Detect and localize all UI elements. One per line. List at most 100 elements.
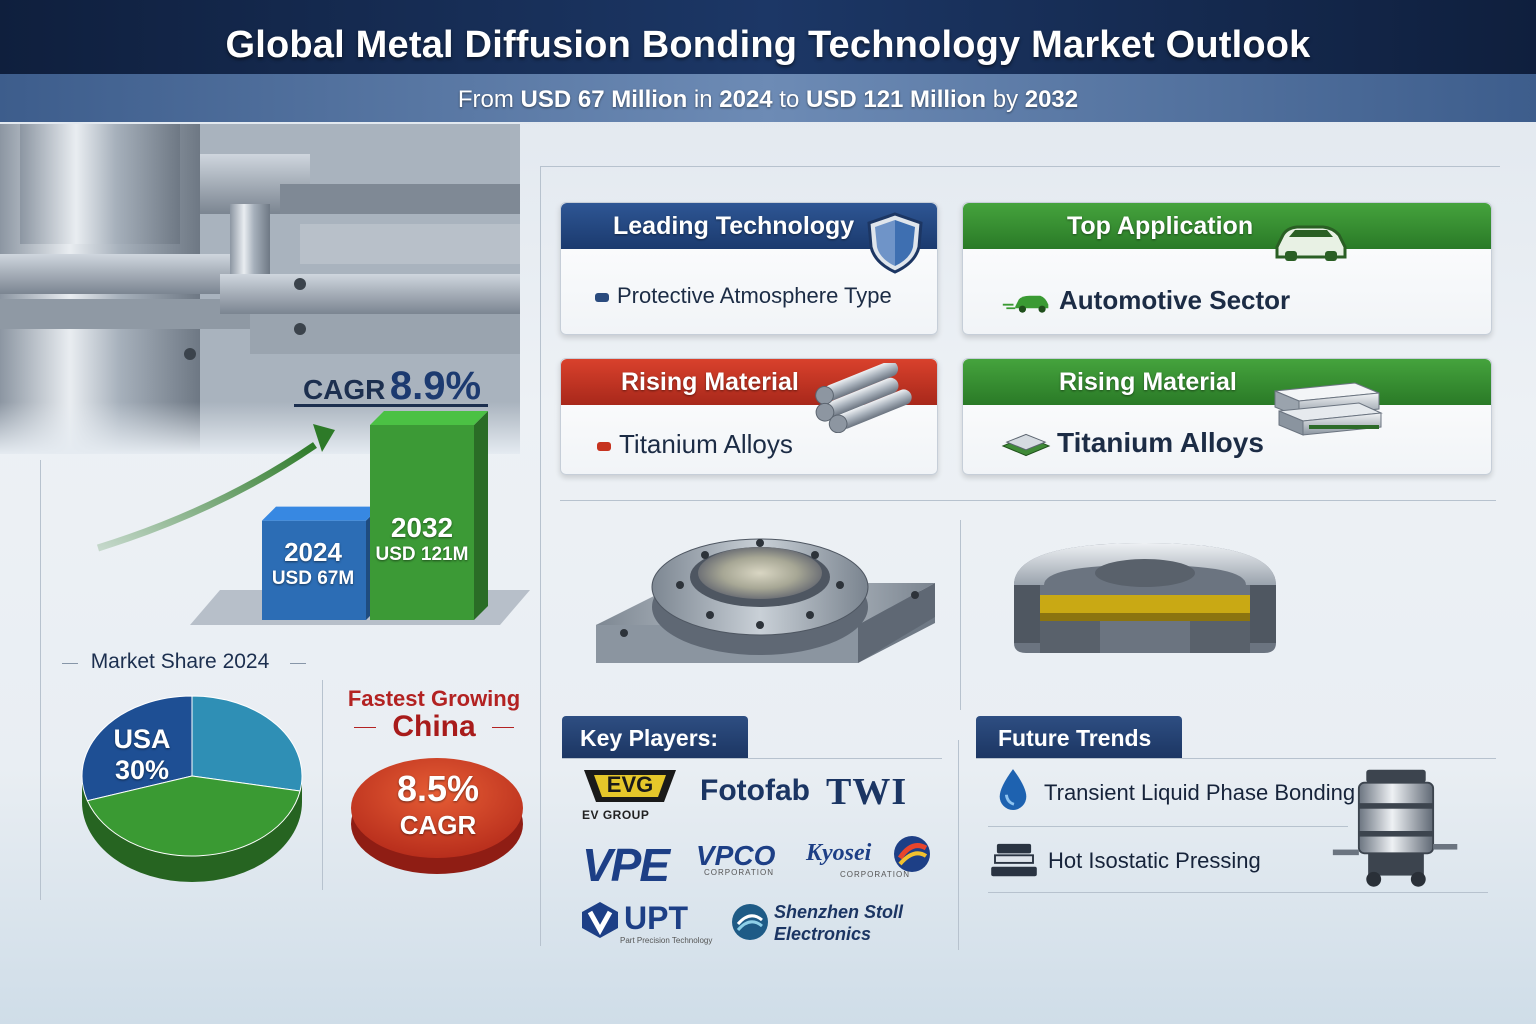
share-title-rule — [290, 663, 306, 664]
vpco-caption: CORPORATION — [704, 868, 774, 877]
fastest-growing-title: Fastest Growing — [347, 686, 521, 711]
growth-bars — [96, 411, 530, 625]
logo-vpe: VPE — [582, 839, 670, 891]
water-drop-icon — [999, 769, 1027, 810]
fastest-value-labels: 8.5% CAGR — [354, 768, 522, 841]
cagr-underline — [294, 404, 488, 407]
subtitle-end-value: USD 121 Million — [806, 86, 987, 113]
shield-icon — [867, 212, 923, 274]
evg-caption: EV GROUP — [582, 808, 650, 822]
divider — [988, 892, 1488, 893]
trend-item-1: Transient Liquid Phase Bonding — [1044, 780, 1356, 805]
fastest-value: 8.5% — [396, 768, 480, 809]
metal-blocks-icon — [1274, 382, 1383, 436]
usa-label: USA — [113, 724, 171, 754]
bar-2032-side — [474, 411, 488, 620]
vpco-mark: VPCO — [696, 840, 776, 871]
rising-material-body-1: Titanium Alloys — [597, 429, 793, 460]
kyosei-caption: CORPORATION — [840, 870, 910, 879]
divider — [562, 758, 942, 759]
shenzhen-stoll-line2: Electronics — [774, 924, 872, 944]
cagr-label: CAGR — [302, 374, 386, 405]
fastest-rule — [492, 727, 514, 728]
growth-arrow-head — [313, 424, 335, 452]
bars — [262, 411, 488, 620]
trend-item-2: Hot Isostatic Pressing — [1048, 848, 1261, 873]
car-icon — [1002, 295, 1049, 313]
divider — [322, 680, 323, 890]
rising-material-body-2: Titanium Alloys — [1001, 427, 1264, 459]
shenzhen-stoll-line1: Shenzhen Stoll — [774, 902, 904, 922]
logo-shenzhen-stoll: Shenzhen Stoll Electronics — [730, 900, 930, 950]
kyosei-swoosh-icon — [894, 836, 930, 872]
rising-material-title-1: Rising Material — [621, 368, 799, 396]
cagr-headline: CAGR 8.9% — [292, 364, 492, 409]
pie-depth — [82, 776, 302, 882]
bonded-ring-section-illustration — [1014, 543, 1276, 653]
bullet-icon — [597, 441, 611, 451]
bar-2024-year: 2024 — [284, 537, 342, 567]
bar-2032-year: 2032 — [390, 512, 454, 543]
cagr-value: 8.9% — [389, 364, 482, 408]
divider — [540, 166, 1500, 167]
divider — [40, 460, 41, 900]
market-share-title: Market Share 2024 — [90, 650, 270, 673]
logo-vpco: VPCO CORPORATION — [696, 840, 796, 880]
key-players-tab: Key Players: — [562, 716, 748, 758]
metal-sheets-icon — [1001, 433, 1051, 456]
top-application-card: Top Application Automotive Sector — [962, 202, 1492, 335]
subtitle-part: in — [687, 86, 720, 113]
subtitle-band — [0, 74, 1536, 122]
top-application-title: Top Application — [1067, 212, 1254, 240]
divider — [560, 500, 1496, 501]
subtitle-end-year: 2032 — [1024, 86, 1079, 113]
divider — [960, 520, 961, 710]
divider — [988, 826, 1348, 827]
upt-emblem-icon — [582, 902, 618, 938]
divider — [976, 758, 1496, 759]
divider — [540, 166, 541, 946]
fastest-growth-disc — [351, 758, 523, 874]
bar-2024-value: USD 67M — [271, 568, 355, 589]
bonded-flange-illustration — [596, 538, 935, 663]
rising-material-value-1: Titanium Alloys — [619, 429, 793, 459]
logo-fotofab: Fotofab — [700, 774, 810, 807]
subtitle-part: by — [986, 86, 1025, 113]
divider — [958, 740, 959, 950]
car-icon — [1275, 225, 1347, 261]
logo-twi: TWI — [826, 771, 908, 813]
pie-slice-2 — [191, 695, 303, 792]
bar-2024-labels: 2024 USD 67M — [262, 537, 364, 590]
leading-technology-card: Leading Technology Protective Atmosphere… — [560, 202, 938, 335]
subtitle-start-value: USD 67 Million — [520, 86, 688, 113]
page-title: Global Metal Diffusion Bonding Technolog… — [225, 24, 1311, 66]
leading-technology-body: Protective Atmosphere Type — [595, 283, 892, 309]
upt-mark: UPT — [624, 900, 688, 936]
evg-mark: EVG — [606, 772, 654, 797]
top-application-header: Top Application — [963, 203, 1491, 249]
metal-rods-icon — [815, 363, 912, 433]
kyosei-mark: Kyosei — [806, 840, 872, 866]
share-title-rule — [62, 663, 78, 664]
upt-caption: Part Precision Technology — [620, 936, 713, 945]
bonding-machine-illustration — [0, 124, 520, 454]
leading-technology-value: Protective Atmosphere Type — [617, 283, 892, 308]
header-banner: Global Metal Diffusion Bonding Technolog… — [0, 0, 1536, 122]
bar-2032 — [370, 425, 474, 620]
subtitle-start-year: 2024 — [719, 86, 773, 113]
logo-upt: UPT Part Precision Technology — [580, 898, 730, 948]
logo-evg: EVG EV GROUP — [578, 766, 682, 822]
evg-badge-icon — [584, 770, 676, 802]
key-players-title: Key Players: — [580, 725, 719, 751]
bar-2032-value: USD 121M — [375, 544, 469, 565]
fastest-country: China — [392, 710, 476, 743]
bar-2024-top — [262, 506, 380, 521]
rising-material-title-2: Rising Material — [1059, 368, 1237, 396]
rising-material-card-2: Rising Material Titanium Alloys — [962, 358, 1492, 475]
bar-2032-top — [370, 411, 488, 425]
usa-share-label: USA 30% — [92, 724, 192, 786]
top-application-value: Automotive Sector — [1059, 285, 1291, 315]
top-application-body: Automotive Sector — [1001, 285, 1290, 316]
fastest-unit: CAGR — [399, 810, 477, 840]
rising-material-card-1: Rising Material Titanium Alloys — [560, 358, 938, 475]
